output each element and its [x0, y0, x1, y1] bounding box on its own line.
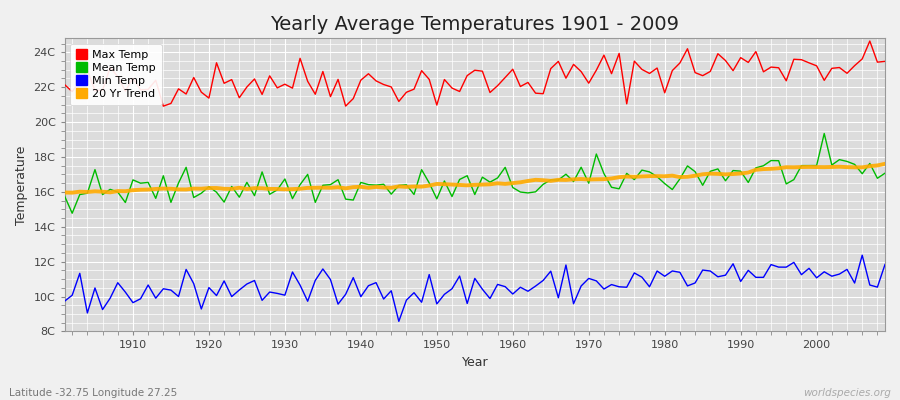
Title: Yearly Average Temperatures 1901 - 2009: Yearly Average Temperatures 1901 - 2009	[270, 15, 680, 34]
Y-axis label: Temperature: Temperature	[15, 145, 28, 224]
Legend: Max Temp, Mean Temp, Min Temp, 20 Yr Trend: Max Temp, Mean Temp, Min Temp, 20 Yr Tre…	[70, 44, 161, 105]
Text: worldspecies.org: worldspecies.org	[803, 388, 891, 398]
Text: Latitude -32.75 Longitude 27.25: Latitude -32.75 Longitude 27.25	[9, 388, 177, 398]
X-axis label: Year: Year	[462, 356, 488, 369]
